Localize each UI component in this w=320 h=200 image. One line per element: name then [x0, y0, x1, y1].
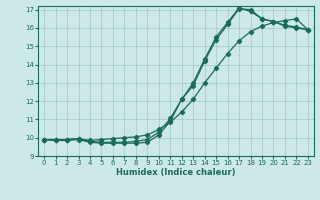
- X-axis label: Humidex (Indice chaleur): Humidex (Indice chaleur): [116, 168, 236, 177]
